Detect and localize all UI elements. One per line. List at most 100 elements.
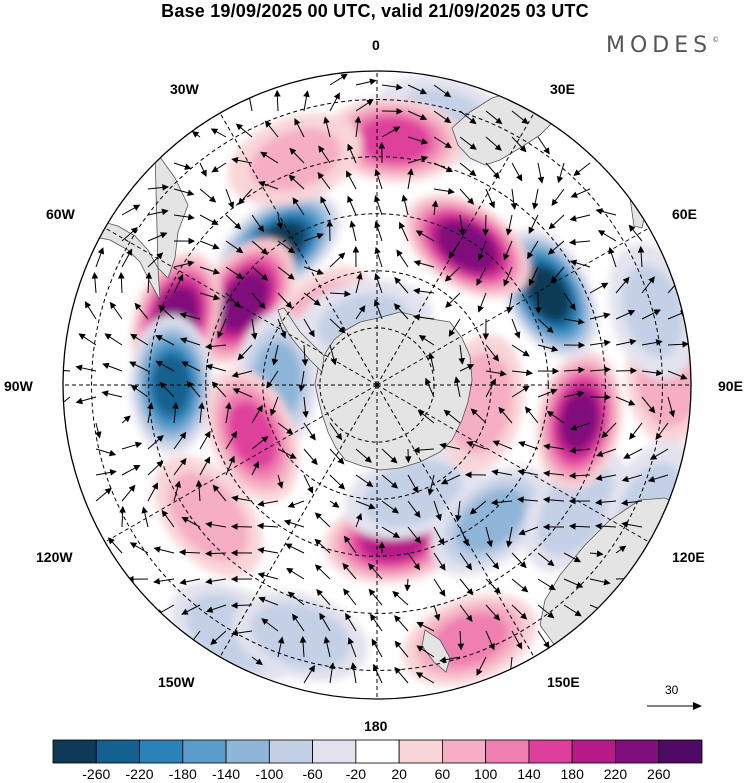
wind-vector-head xyxy=(195,479,203,487)
lon-label-60w: 60W xyxy=(46,206,75,222)
wind-vector-head xyxy=(574,609,582,617)
wind-vector-head xyxy=(75,397,83,405)
wind-vector-head xyxy=(276,222,284,230)
wind-vector-head xyxy=(356,272,363,280)
wind-vector-head xyxy=(343,588,350,596)
wind-vector-head xyxy=(551,345,559,352)
wind-vector-head xyxy=(271,358,279,366)
wind-vector-head xyxy=(206,606,214,613)
wind-vector-head xyxy=(134,302,142,310)
wind-vector-head xyxy=(419,88,428,95)
colorbar-tick-label: -100 xyxy=(255,766,284,782)
wind-vector-head xyxy=(435,513,442,522)
wind-vector-head xyxy=(493,613,501,621)
wind-vector-head xyxy=(655,432,663,440)
wind-vector-head xyxy=(413,287,421,295)
wind-vector-head xyxy=(294,118,301,126)
wind-vector-head xyxy=(516,174,523,182)
wind-vector-head xyxy=(151,482,158,490)
wind-vector-head xyxy=(314,538,322,546)
south-pole-marker xyxy=(375,383,379,387)
wind-vector-head xyxy=(198,401,205,409)
wind-vector-head xyxy=(217,331,224,339)
colorbar-tick-label: -140 xyxy=(212,766,241,782)
wind-vector-head xyxy=(443,90,452,98)
colorbar-tick-label: 100 xyxy=(473,766,498,782)
wind-vector-head xyxy=(91,271,99,279)
colorbar-tick-label: 220 xyxy=(603,766,628,782)
wind-vector-head xyxy=(655,339,663,346)
wind-vector-head xyxy=(507,671,514,679)
wind-vector-head xyxy=(313,299,321,306)
wind-vector-head xyxy=(205,521,213,528)
colorbar-swatch xyxy=(658,739,703,764)
wind-vector-head xyxy=(314,512,322,520)
wind-vector-head xyxy=(458,357,465,365)
meridian-line xyxy=(104,384,378,543)
wind-vector-head xyxy=(568,523,576,530)
wind-vector-head xyxy=(369,78,377,85)
wind-vector-head xyxy=(477,305,484,313)
wind-vector-head xyxy=(394,615,401,623)
wind-vector-head xyxy=(466,588,474,596)
wind-vector-head xyxy=(680,373,688,380)
wind-vector-head xyxy=(211,165,219,173)
wind-vector-head xyxy=(494,144,502,151)
wind-vector-head xyxy=(338,326,346,334)
wind-vector-head xyxy=(374,246,381,255)
wind-vector-head xyxy=(128,484,136,492)
wind-vector-head xyxy=(493,586,501,594)
wind-vector-head xyxy=(310,457,318,466)
colorbar-swatch xyxy=(268,739,314,764)
wind-vector-head xyxy=(628,399,636,406)
wind-vector-head xyxy=(628,224,636,232)
lon-label-60e: 60E xyxy=(672,206,697,222)
wind-vector-head xyxy=(155,360,163,367)
wind-vector-head xyxy=(308,329,315,338)
wind-vector-head xyxy=(524,406,532,414)
wind-vector-head xyxy=(443,116,452,124)
wind-vector-head xyxy=(258,180,266,188)
wind-vector-head xyxy=(133,464,141,472)
wind-vector-head xyxy=(212,294,221,301)
wind-vector-head xyxy=(570,191,578,198)
wind-vector-head xyxy=(225,402,232,410)
wind-vector-head xyxy=(390,456,398,464)
wind-vector-head xyxy=(205,578,213,585)
wind-vector-head xyxy=(350,662,357,670)
wind-vector-head xyxy=(445,166,454,173)
wind-vector-head xyxy=(118,271,125,279)
wind-vector-head xyxy=(104,487,112,495)
colorbar-swatch xyxy=(139,739,184,764)
colorbar-tick-labels: -260 -220 -180 -140 -100 -60 -20 20 60 100 140 180 2… xyxy=(0,766,750,783)
wind-vector-head xyxy=(333,92,340,100)
wind-vector-head xyxy=(232,388,241,395)
wind-vector-head xyxy=(649,453,658,460)
wind-vector-head xyxy=(211,218,219,225)
wind-vector-head xyxy=(191,131,200,138)
wind-vector-head xyxy=(372,663,379,672)
wind-vector-head xyxy=(132,204,141,211)
wind-vector-head xyxy=(161,509,169,518)
wind-vector-head xyxy=(518,441,526,448)
wind-vector-head xyxy=(338,482,346,490)
wind-vector-head xyxy=(415,672,424,679)
wind-vector-head xyxy=(344,290,352,298)
wind-vector-head xyxy=(420,138,429,145)
lon-label-90e: 90E xyxy=(718,378,743,394)
wind-vector-head xyxy=(368,563,375,571)
wind-vector-head xyxy=(414,536,422,544)
wind-vector-head xyxy=(246,90,253,98)
wind-vector-head xyxy=(648,406,656,414)
wind-vector-head xyxy=(404,584,411,592)
wind-vector-head xyxy=(418,335,427,342)
wind-vector-head xyxy=(425,377,432,386)
wind-vector-head xyxy=(597,230,606,237)
wind-vector xyxy=(63,396,71,409)
wind-vector-head xyxy=(316,268,324,275)
wind-vector-head xyxy=(416,622,424,628)
wind-vector-head xyxy=(548,222,556,230)
wind-vector-head xyxy=(230,549,238,557)
modes-logo: MODES© xyxy=(606,33,719,58)
